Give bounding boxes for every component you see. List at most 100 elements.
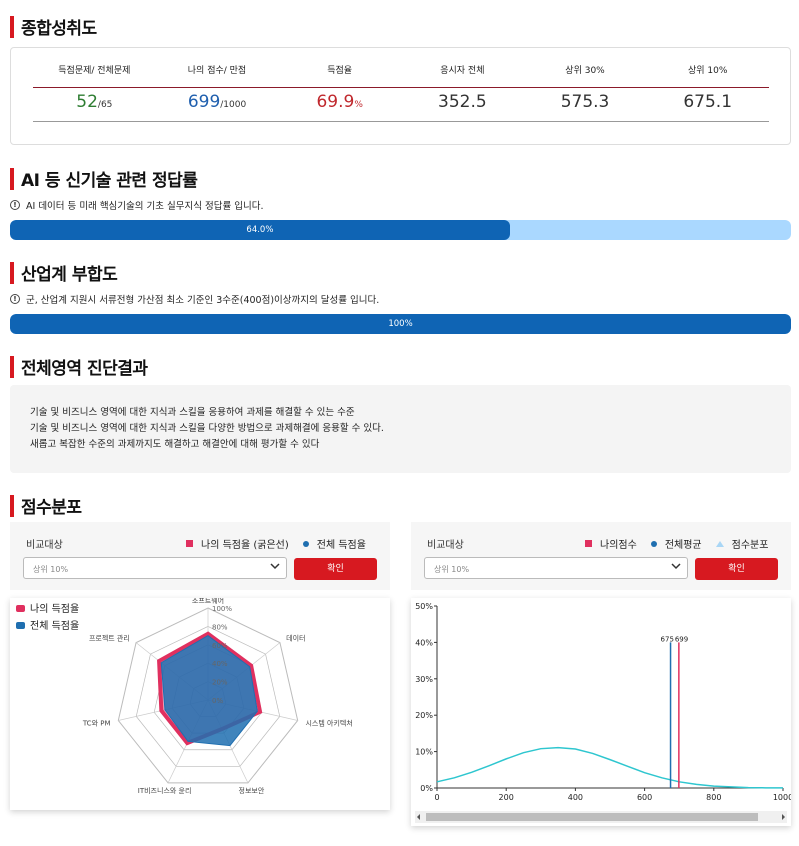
distribution-chart-card: 0% 10% 20% 30% 40% 50% 0 200 400 600 800 1000 675 69…: [411, 598, 793, 826]
section-title-ai: AI 등 신기술 관련 정답률: [10, 166, 198, 191]
right-legend: 나의점수 전체평균 점수분포: [585, 536, 768, 551]
compare-label: 비교대상: [427, 540, 464, 551]
section-title-text: 산업계 부합도: [21, 265, 118, 285]
top30-score: 575.3: [560, 92, 610, 112]
radar-axis-label: 데이터: [286, 634, 305, 643]
ai-progress-label: 64.0%: [246, 225, 274, 235]
radar-grid-ring: [117, 607, 299, 784]
ai-note-text: AI 데이터 등 미래 핵심기술의 기초 실무지식 정답률 입니다.: [26, 201, 264, 212]
summary-header: 득점율: [327, 66, 353, 76]
left-panel-controls: 비교대상 나의 득점율 (굵은선) 전체 득점율 상위 10% 확인: [10, 522, 390, 590]
summary-box: 득점문제/ 전체문제 나의 점수/ 만점 득점율 응시자 전체 상위 30% 상…: [10, 47, 791, 145]
radar-grid-ring: [135, 626, 281, 767]
legend-mine-label: 나의점수: [600, 540, 637, 551]
radar-chart: 나의 득점율 전체 득점율 0% 20% 40% 60% 80% 100% 소프트웨어데이…: [16, 596, 353, 795]
left-legend: 나의 득점율 (굵은선) 전체 득점율: [186, 536, 366, 551]
correct-count: 52/65: [76, 92, 113, 112]
ai-note: ! AI 데이터 등 미래 핵심기술의 기초 실무지식 정답률 입니다.: [10, 198, 264, 212]
radar-tick-label: 80%: [212, 623, 228, 631]
scroll-left-icon[interactable]: [417, 814, 420, 820]
section-title-diagnosis: 전체영역 진단결과: [10, 354, 148, 379]
scroll-right-icon[interactable]: [782, 814, 785, 820]
y-tick-label: 30%: [415, 675, 433, 684]
right-panel-controls: 비교대상 나의점수 전체평균 점수분포 상위 10% 확인: [411, 522, 791, 590]
legend-mine-label: 나의 득점율 (굵은선): [201, 540, 289, 551]
y-tick-label: 10%: [415, 748, 433, 757]
chart-legend-all-swatch: [16, 622, 25, 629]
distribution-chart: 0% 10% 20% 30% 40% 50% 0 200 400 600 800 1000 675 69…: [415, 602, 793, 823]
my-score: 699/1000: [187, 92, 247, 112]
legend-mine-swatch: [585, 540, 592, 547]
confirm-button[interactable]: 확인: [294, 558, 377, 580]
summary-header: 상위 10%: [687, 66, 728, 76]
legend-dist-triangle: [715, 540, 724, 547]
industry-progress-label: 100%: [388, 319, 413, 329]
compare-label: 비교대상: [26, 540, 63, 551]
summary-value-row: 52/65 699/1000 69.9% 352.5 575.3 675.1: [33, 92, 769, 112]
radar-tick-label: 0%: [212, 697, 223, 705]
x-tick-label: 0: [434, 793, 439, 802]
radar-axis-label: 소프트웨어: [192, 598, 224, 605]
info-icon: !: [10, 200, 20, 210]
section-title-text: AI 등 신기술 관련 정답률: [21, 171, 198, 191]
industry-progress-bar: 100%: [10, 314, 791, 334]
diagnosis-box: 기술 및 비즈니스 영역에 대한 지식과 스킬을 응용하여 과제를 해결할 수 …: [10, 385, 791, 473]
marker-label: 699: [675, 635, 688, 643]
compare-select-value: 상위 10%: [33, 565, 69, 574]
distribution-curve: [436, 746, 784, 789]
all-average: 352.5: [438, 92, 487, 112]
compare-select[interactable]: 상위 10%: [424, 557, 688, 579]
x-tick-label: 800: [706, 793, 721, 802]
y-tick-label: 40%: [415, 638, 433, 647]
section-title-overall: 종합성취도: [10, 14, 97, 39]
summary-header-row: 득점문제/ 전체문제 나의 점수/ 만점 득점율 응시자 전체 상위 30% 상…: [33, 63, 769, 76]
chart-legend-mine-swatch: [16, 605, 25, 612]
x-tick-label: 200: [499, 793, 514, 802]
confirm-button[interactable]: 확인: [695, 558, 778, 580]
section-title-text: 점수분포: [21, 498, 82, 518]
y-tick-label: 0%: [420, 784, 433, 793]
summary-header: 응시자 전체: [440, 66, 485, 76]
radar-axis-label: 정보보안: [239, 786, 265, 795]
diagnosis-line: 기술 및 비즈니스 영역에 대한 지식과 스킬을 다양한 방법으로 과제해결에 …: [30, 423, 384, 434]
radar-axis-label: 시스템 아키텍처: [305, 718, 352, 727]
section-title-text: 종합성취도: [21, 19, 97, 39]
summary-header: 나의 점수/ 만점: [187, 66, 247, 76]
title-accent-bar: [10, 167, 14, 190]
summary-header: 득점문제/ 전체문제: [58, 66, 131, 76]
section-title-distribution: 점수분포: [10, 493, 82, 518]
industry-note: ! 군, 산업계 지원시 서류전형 가산점 최소 기준인 3수준(400점)이상…: [10, 292, 379, 306]
chevron-down-icon: [270, 563, 280, 570]
radar-tick-label: 60%: [212, 642, 228, 650]
legend-avg-label: 전체평균: [664, 540, 702, 551]
radar-series-all: [160, 635, 258, 747]
radar-tick-label: 40%: [212, 660, 228, 668]
title-accent-bar: [10, 15, 14, 38]
chevron-down-icon: [671, 563, 681, 570]
compare-select-value: 상위 10%: [434, 565, 470, 574]
diagnosis-line: 새롭고 복잡한 수준의 과제까지도 해결하고 해결안에 대해 평가할 수 있다: [30, 439, 320, 450]
x-tick-label: 1000: [773, 793, 791, 802]
y-tick-label: 50%: [415, 602, 433, 611]
legend-all-label: 전체 득점율: [316, 540, 366, 551]
ai-progress-bar: 64.0%: [10, 220, 791, 240]
radar-axis-label: 프로젝트 관리: [89, 634, 130, 643]
radar-tick-label: 100%: [212, 605, 232, 613]
divider: [33, 87, 769, 88]
y-tick-label: 20%: [415, 711, 433, 720]
score-rate: 69.9%: [316, 92, 363, 112]
radar-axis-label: TC와 PM: [82, 718, 111, 727]
legend-mine-swatch: [186, 540, 193, 547]
compare-select[interactable]: 상위 10%: [23, 557, 287, 579]
scrollbar-thumb[interactable]: [426, 813, 758, 821]
chart-legend-all: 전체 득점율: [30, 620, 79, 632]
diagnosis-line: 기술 및 비즈니스 영역에 대한 지식과 스킬을 응용하여 과제를 해결할 수 …: [30, 407, 355, 418]
x-tick-label: 400: [568, 793, 583, 802]
title-accent-bar: [10, 261, 14, 284]
marker-label: 675: [661, 635, 674, 643]
radar-chart-card: 나의 득점율 전체 득점율 0% 20% 40% 60% 80% 100% 소프트웨어 데이…: [10, 596, 390, 810]
radar-tick-label: 20%: [212, 679, 228, 687]
title-accent-bar: [10, 355, 14, 378]
summary-header: 상위 30%: [565, 66, 605, 76]
section-title-text: 전체영역 진단결과: [21, 359, 148, 379]
